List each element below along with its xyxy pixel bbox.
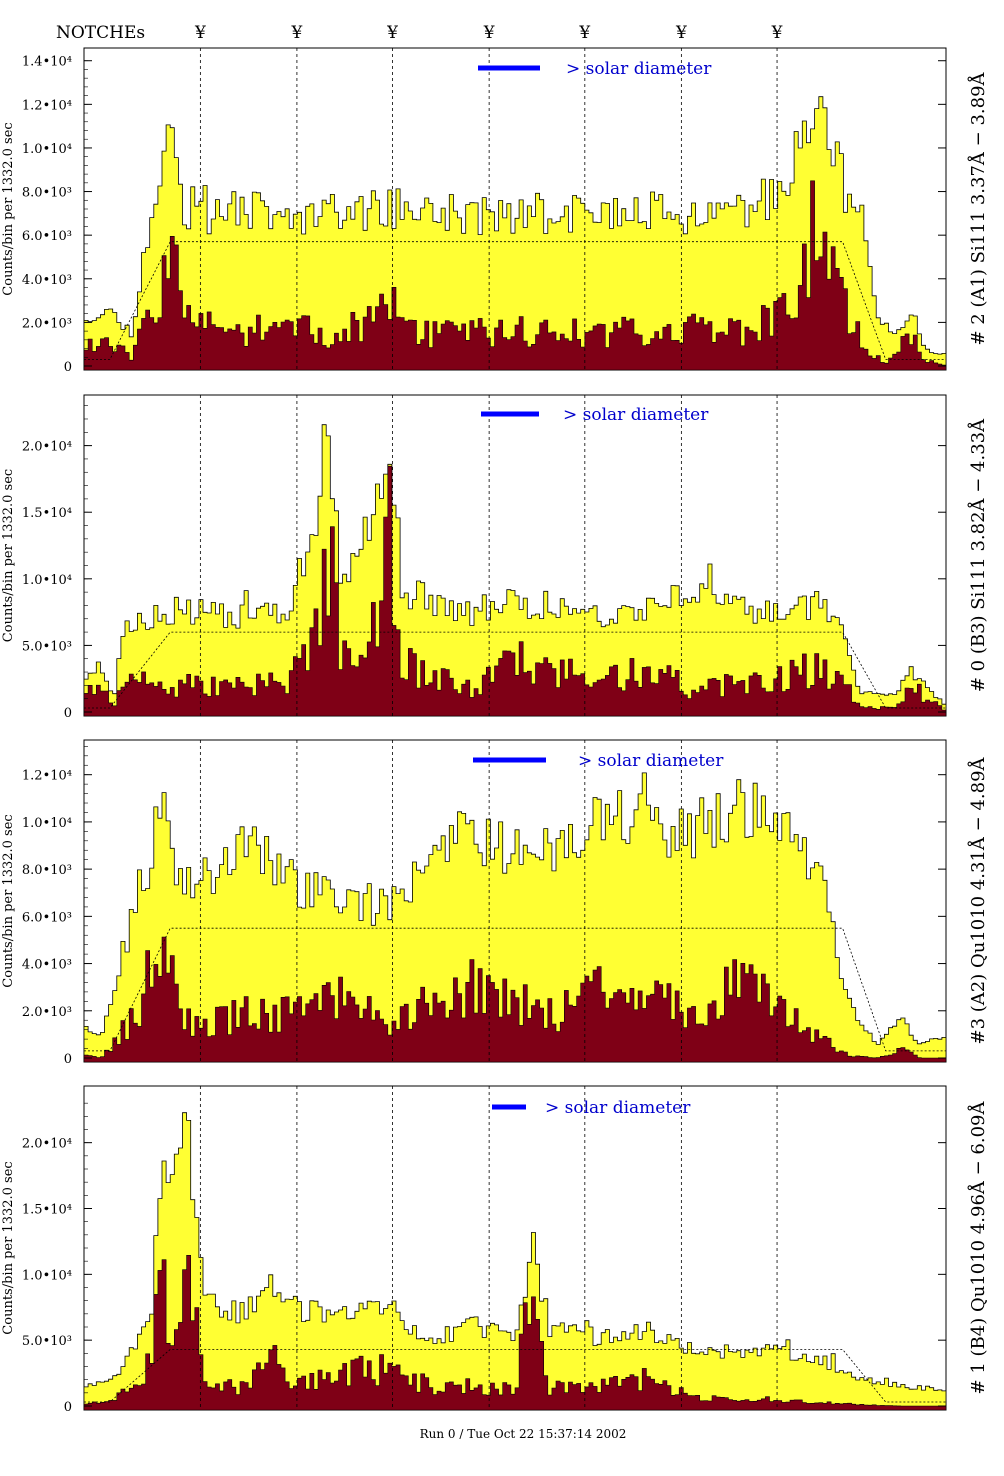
- mean-curve: [84, 927, 946, 1052]
- y-tick-label: 6.0•10³: [22, 910, 72, 925]
- notches-label: NOTCHEs: [56, 23, 145, 43]
- notch-symbol: ¥: [771, 23, 783, 43]
- y-tick-label: 0: [64, 360, 72, 375]
- histogram-subset: [83, 936, 947, 1063]
- y-tick-label: 4.0•10³: [22, 958, 72, 973]
- y-tick-label: 8.0•10³: [22, 863, 72, 878]
- y-axis-label: Counts/bin per 1332.0 sec: [1, 814, 16, 987]
- notch-symbol: ¥: [483, 23, 495, 43]
- y-tick-label: 6.0•10³: [22, 229, 72, 244]
- y-tick-label: 2.0•10⁴: [22, 440, 72, 455]
- y-axis-label: Counts/bin per 1332.0 sec: [1, 1161, 16, 1334]
- y-tick-label: 2.0•10⁴: [22, 1137, 72, 1152]
- y-tick-label: 0: [64, 1052, 72, 1067]
- y-tick-label: 5.0•10³: [22, 1334, 72, 1349]
- histogram-total: [83, 1112, 947, 1411]
- legend-label: > solar diameter: [578, 751, 724, 771]
- histogram-total: [83, 96, 947, 371]
- histogram-subset: [83, 465, 947, 717]
- mean-curve: [84, 631, 946, 709]
- panel-a1: 0 2.0•10³ 4.0•10³ 6.0•10³ 8.0•10³ 1.0•10⁴ 1.2•…: [1, 47, 989, 375]
- y-tick-label: 1.0•10⁴: [22, 142, 72, 157]
- y-tick-label: 1.0•10⁴: [22, 1268, 72, 1283]
- histogram-total: [83, 772, 947, 1063]
- y-tick-label: 1.5•10⁴: [22, 1203, 72, 1218]
- y-tick-label: 0: [64, 706, 72, 721]
- y-tick-label: 1.2•10⁴: [22, 98, 72, 113]
- y-tick-label: 8.0•10³: [22, 186, 72, 201]
- notch-symbol-row: ¥ ¥ ¥ ¥ ¥ ¥ ¥: [194, 23, 783, 43]
- y-tick-label: 2.0•10³: [22, 1005, 72, 1020]
- histogram-total: [83, 424, 947, 717]
- y-tick-label: 2.0•10³: [22, 316, 72, 331]
- y-tick-label: 1.2•10⁴: [22, 769, 72, 784]
- panel-b3: 0 5.0•10³ 1.0•10⁴ 1.5•10⁴ 2.0•10⁴ Counts/bin …: [1, 394, 989, 721]
- notch-symbol: ¥: [194, 23, 206, 43]
- notch-symbol: ¥: [675, 23, 687, 43]
- y-tick-label: 0: [64, 1400, 72, 1415]
- legend-label: > solar diameter: [566, 59, 712, 79]
- panel-a2: 0 2.0•10³ 4.0•10³ 6.0•10³ 8.0•10³ 1.0•10⁴ 1.2•…: [1, 739, 989, 1067]
- y-axis-label: Counts/bin per 1332.0 sec: [1, 469, 16, 642]
- y-tick-label: 1.5•10⁴: [22, 506, 72, 521]
- panel-side-label: # 1 (B4) Qu1010 4.96Å − 6.09Å: [967, 1101, 989, 1395]
- legend-label: > solar diameter: [545, 1098, 691, 1118]
- y-tick-label: 5.0•10³: [22, 639, 72, 654]
- panel-side-label: #3 (A2) Qu1010 4.31Å − 4.89Å: [967, 756, 989, 1044]
- y-tick-label: 1.4•10⁴: [22, 55, 72, 70]
- histogram-subset: [83, 1255, 947, 1411]
- notch-symbol: ¥: [290, 23, 302, 43]
- y-tick-label: 4.0•10³: [22, 273, 72, 288]
- y-tick-label: 1.0•10⁴: [22, 816, 72, 831]
- notch-symbol: ¥: [386, 23, 398, 43]
- y-axis-label: Counts/bin per 1332.0 sec: [1, 122, 16, 295]
- panel-side-label: # 2 (A1) Si111 3.37Å − 3.89Å: [967, 71, 989, 345]
- legend-label: > solar diameter: [563, 405, 709, 425]
- panel-b4: 0 5.0•10³ 1.0•10⁴ 1.5•10⁴ 2.0•10⁴ Counts/bin …: [1, 1085, 989, 1415]
- panel-side-label: # 0 (B3) Si111 3.82Å − 4.33Å: [967, 418, 989, 692]
- notch-symbol: ¥: [578, 23, 590, 43]
- histogram-subset: [83, 180, 947, 371]
- run-timestamp: Run 0 / Tue Oct 22 15:37:14 2002: [420, 1427, 627, 1441]
- y-tick-label: 1.0•10⁴: [22, 573, 72, 588]
